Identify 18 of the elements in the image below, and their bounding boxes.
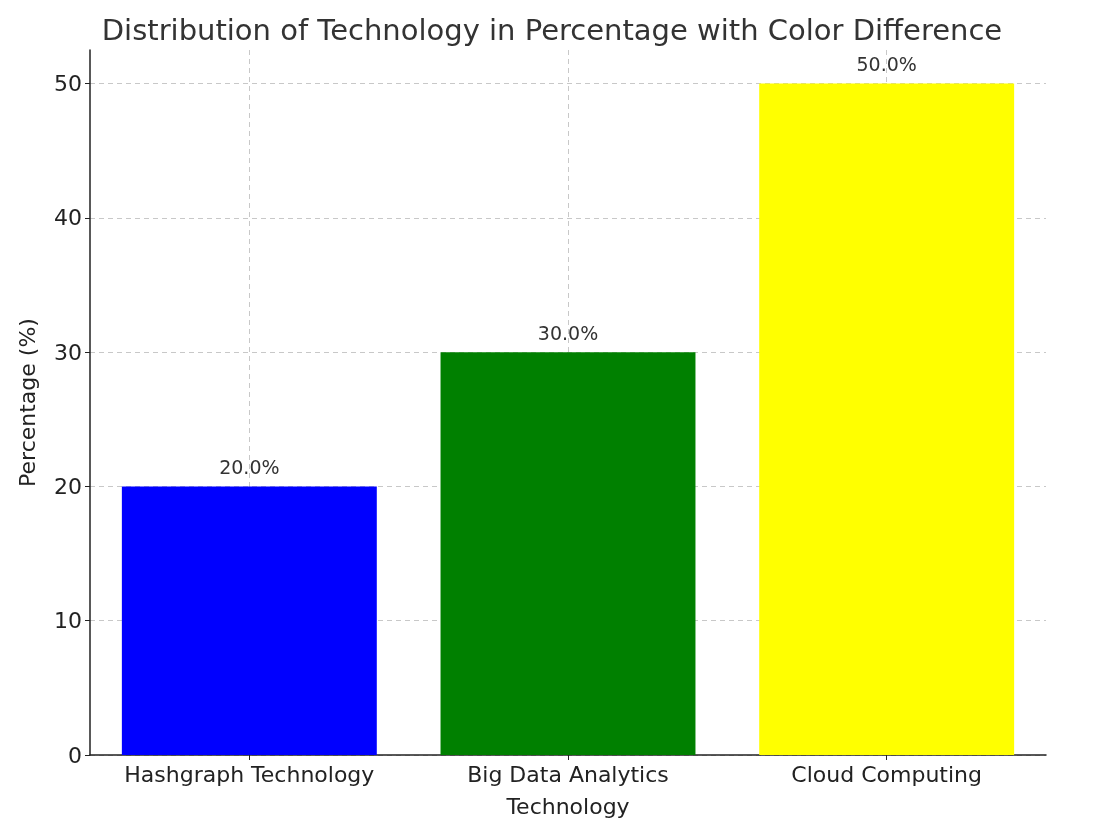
y-axis-title: Percentage (%) bbox=[14, 318, 40, 487]
bar bbox=[440, 352, 696, 755]
y-tick-label: 10 bbox=[54, 608, 82, 634]
y-tick-label: 0 bbox=[68, 742, 82, 768]
bar bbox=[759, 83, 1015, 755]
y-tick-label: 50 bbox=[54, 71, 82, 97]
y-tick-label: 30 bbox=[54, 339, 82, 365]
chart-title: Distribution of Technology in Percentage with Color Difference bbox=[101, 12, 1003, 47]
data-label: 30.0% bbox=[537, 321, 599, 344]
x-tick-label: Big Data Analytics bbox=[467, 761, 669, 787]
x-axis-title: Technology bbox=[505, 793, 630, 819]
x-tick-label: Cloud Computing bbox=[791, 761, 982, 787]
bar bbox=[121, 486, 377, 755]
data-label: 20.0% bbox=[219, 455, 280, 478]
x-tick-label: Hashgraph Technology bbox=[124, 761, 375, 787]
data-label: 50.0% bbox=[856, 53, 917, 76]
y-tick-label: 40 bbox=[54, 205, 82, 231]
y-tick-label: 20 bbox=[54, 473, 82, 499]
